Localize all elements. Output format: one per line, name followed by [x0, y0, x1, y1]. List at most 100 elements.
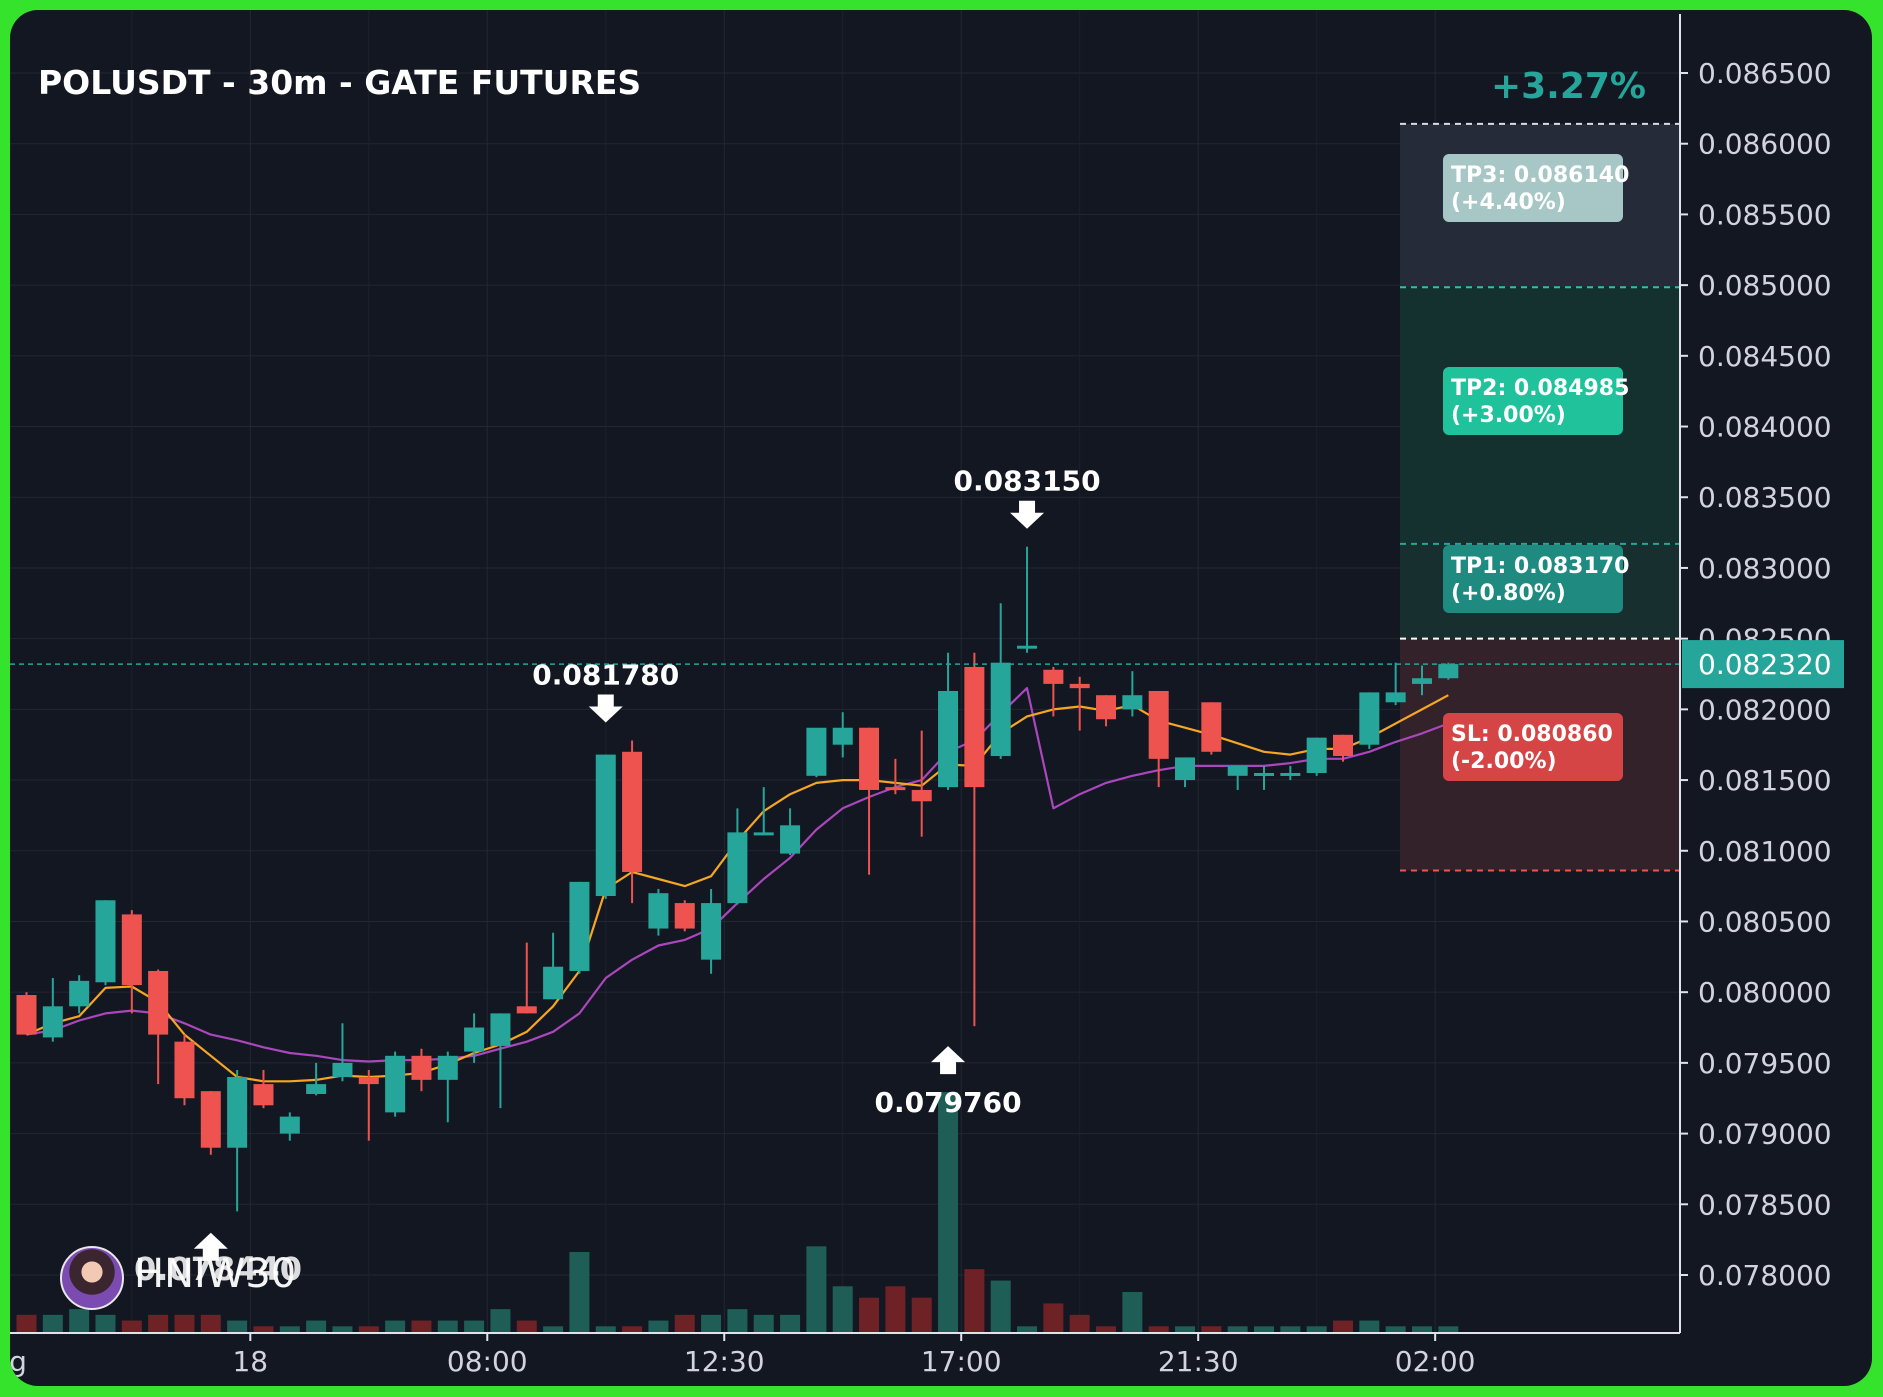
volume-bar: [1280, 1326, 1301, 1332]
y-tick-label: 0.080000: [1698, 976, 1832, 1009]
x-axis-ticks: g 18 08:00 12:30 17:00 21:30 02:00: [10, 1333, 1476, 1378]
candle: [148, 969, 169, 1085]
sl-label-bg: [1443, 713, 1623, 781]
candle: [227, 1069, 248, 1212]
candle: [1175, 757, 1196, 788]
volume-bar: [648, 1320, 669, 1332]
candle: [1201, 702, 1222, 755]
candle-body: [121, 914, 142, 986]
tp2-label-bg: [1443, 367, 1623, 435]
candle: [411, 1048, 432, 1092]
candle: [674, 900, 695, 932]
y-tick-label: 0.079000: [1698, 1118, 1832, 1151]
price-annotation: 0.083150: [954, 465, 1101, 529]
candle-body: [806, 727, 827, 776]
volume-bar: [490, 1309, 511, 1332]
candle-body: [95, 900, 116, 983]
annotation-label: 0.083150: [954, 465, 1101, 498]
volume-bar: [464, 1320, 485, 1332]
volume-bar: [1201, 1326, 1222, 1332]
price-chart[interactable]: 0.083150 0.081780 0.079760 TP3: 0.086140(+4…: [10, 10, 1872, 1386]
tp1-label-bg: [1443, 545, 1623, 613]
y-tick-label: 0.080500: [1698, 905, 1832, 938]
candle-body: [332, 1062, 353, 1078]
candle-body: [859, 727, 880, 790]
volume-bar: [1175, 1326, 1196, 1332]
candle-body: [648, 893, 669, 929]
candle: [806, 727, 827, 778]
candle-body: [885, 787, 906, 791]
candle-body: [622, 751, 643, 872]
volume-bar: [1254, 1326, 1275, 1332]
volume-bar: [516, 1320, 537, 1332]
candle-body: [16, 995, 37, 1035]
volume-bar: [1359, 1320, 1380, 1332]
volume-bar: [543, 1326, 564, 1332]
candle: [306, 1062, 327, 1096]
candle: [437, 1051, 458, 1123]
tp3-label-price: TP3: 0.086140: [1451, 163, 1629, 188]
x-tick-label: g: [10, 1345, 27, 1378]
candle: [42, 978, 63, 1042]
candle-body: [701, 903, 722, 960]
candle-body: [1148, 690, 1169, 759]
candle-body: [437, 1055, 458, 1080]
annotation-label: 0.079760: [875, 1086, 1022, 1119]
y-tick-label: 0.081500: [1698, 764, 1832, 797]
y-tick-label: 0.078000: [1698, 1259, 1832, 1292]
volume-bar: [569, 1252, 590, 1332]
price-annotation: [193, 1232, 228, 1261]
volume-bar: [1411, 1326, 1432, 1332]
candle: [1280, 765, 1301, 781]
x-tick-label: 02:00: [1395, 1345, 1476, 1378]
candle-body: [227, 1077, 248, 1148]
candle-body: [832, 727, 853, 745]
volume-bars: [16, 1092, 1459, 1332]
volume-bar: [174, 1314, 195, 1332]
chart-title: POLUSDT - 30m - GATE FUTURES: [38, 63, 641, 102]
candle: [1306, 737, 1327, 776]
volume-bar: [332, 1326, 353, 1332]
author-watermark: HNIW30: [134, 1251, 297, 1297]
volume-bar: [964, 1269, 985, 1332]
tp2-label-pct: (+3.00%): [1451, 403, 1566, 428]
volume-bar: [806, 1246, 827, 1332]
volume-bar: [727, 1309, 748, 1332]
candle-body: [385, 1055, 406, 1113]
candle: [648, 888, 669, 936]
y-tick-label: 0.086000: [1698, 128, 1832, 161]
tp1-label-pct: (+0.80%): [1451, 581, 1566, 606]
y-tick-label: 0.081000: [1698, 835, 1832, 868]
volume-bar: [385, 1320, 406, 1332]
candle-body: [1201, 702, 1222, 752]
volume-bar: [200, 1314, 221, 1332]
volume-bar: [16, 1314, 37, 1332]
candle-body: [1385, 692, 1406, 703]
candle-body: [1280, 772, 1301, 776]
volume-bar: [253, 1326, 274, 1332]
candle-body: [1043, 669, 1064, 684]
candle: [859, 727, 880, 875]
volume-bar: [885, 1286, 906, 1332]
candle: [253, 1069, 274, 1109]
candle: [516, 942, 537, 1014]
candle-body: [42, 1006, 63, 1038]
candle-body: [780, 825, 801, 854]
candle: [95, 900, 116, 986]
candle-body: [148, 970, 169, 1035]
candle-body: [753, 832, 774, 836]
y-tick-label: 0.085500: [1698, 198, 1832, 231]
candle-body: [1017, 645, 1038, 649]
candle: [832, 712, 853, 758]
candle: [1017, 546, 1038, 653]
candle-body: [1306, 737, 1327, 773]
down-arrow-icon: [1010, 500, 1045, 529]
volume-bar: [279, 1326, 300, 1332]
volume-bar: [95, 1314, 116, 1332]
tp2-label-price: TP2: 0.084985: [1451, 376, 1629, 401]
volume-bar: [674, 1314, 695, 1332]
candle: [1438, 662, 1459, 680]
candle-body: [938, 690, 959, 788]
tp3-label: TP3: 0.086140(+4.40%): [1443, 154, 1629, 222]
volume-bar: [832, 1286, 853, 1332]
